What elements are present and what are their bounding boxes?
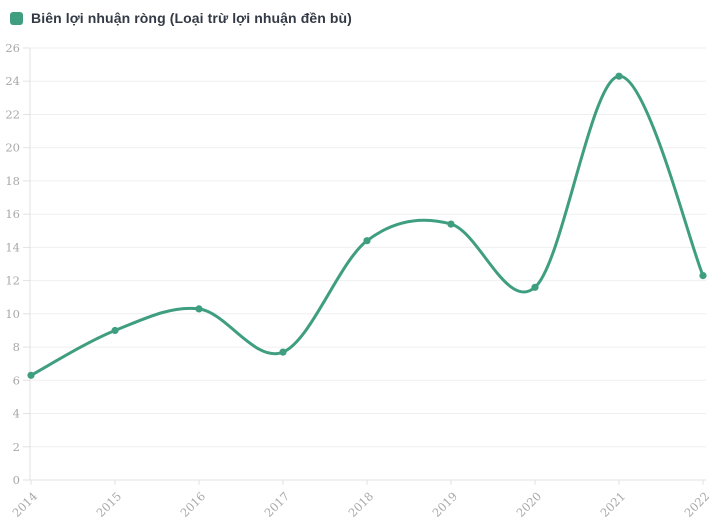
data-point-2019[interactable] [447, 220, 455, 228]
y-axis-label-10: 10 [5, 307, 20, 321]
y-axis-label-8: 8 [13, 340, 20, 354]
y-axis-label-12: 12 [5, 274, 20, 288]
x-axis-label-2016: 2016 [178, 489, 209, 520]
y-axis-label-16: 16 [5, 207, 20, 221]
y-axis-label-14: 14 [5, 240, 20, 254]
legend-marker-icon [10, 11, 23, 25]
x-axis-label-2015: 2015 [94, 489, 125, 520]
x-axis-label-2014: 2014 [10, 489, 41, 520]
legend: Biên lợi nhuận ròng (Loại trừ lợi nhuận … [10, 10, 352, 26]
legend-item-net-margin[interactable]: Biên lợi nhuận ròng (Loại trừ lợi nhuận … [10, 10, 352, 26]
y-axis-label-4: 4 [13, 407, 20, 421]
data-point-2021[interactable] [615, 72, 623, 80]
x-axis-label-2017: 2017 [262, 489, 293, 520]
y-axis-label-22: 22 [5, 108, 20, 122]
legend-label: Biên lợi nhuận ròng (Loại trừ lợi nhuận … [31, 10, 352, 26]
x-axis-label-2022: 2022 [682, 489, 713, 520]
data-point-2016[interactable] [195, 305, 203, 313]
series-line [29, 74, 705, 377]
x-axis-label-2021: 2021 [598, 489, 629, 520]
y-axis-label-2: 2 [13, 440, 20, 454]
data-point-2020[interactable] [531, 283, 539, 291]
y-axis-label-18: 18 [5, 174, 20, 188]
data-point-2014[interactable] [27, 371, 35, 379]
y-axis-label-24: 24 [5, 74, 20, 88]
y-axis-label-6: 6 [13, 373, 20, 387]
data-point-2018[interactable] [363, 237, 371, 245]
x-axis-label-2018: 2018 [346, 489, 377, 520]
y-axis-label-20: 20 [5, 141, 20, 155]
x-axis-label-2019: 2019 [430, 489, 461, 520]
data-point-2017[interactable] [279, 348, 287, 356]
data-point-2015[interactable] [111, 326, 119, 335]
x-axis-label-2020: 2020 [514, 489, 545, 520]
data-point-2022[interactable] [699, 272, 707, 280]
y-axis-label-0: 0 [13, 473, 20, 487]
y-axis-label-26: 26 [5, 41, 20, 55]
